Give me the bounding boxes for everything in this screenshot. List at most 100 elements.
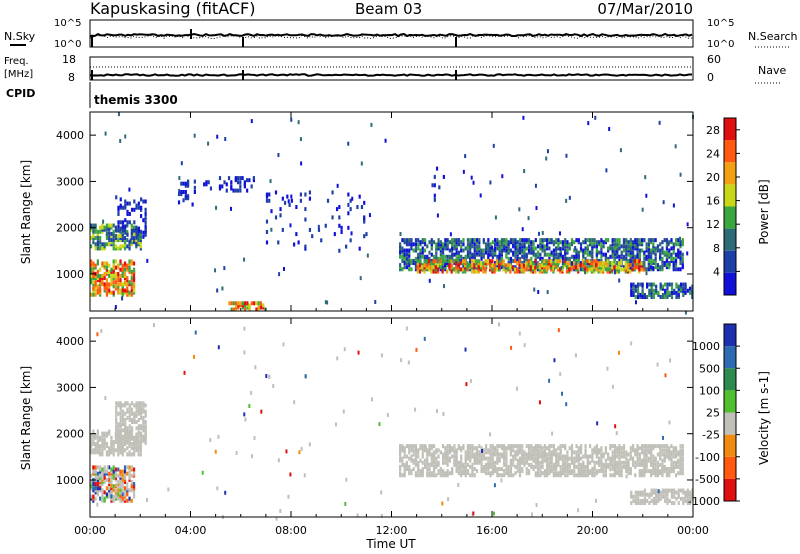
velocity-cell: [99, 496, 102, 501]
velocity-cell: [464, 473, 467, 478]
velocity-cell: [618, 460, 621, 465]
power-cell: [135, 234, 138, 239]
power-cell: [250, 184, 253, 189]
power-cell: [555, 252, 558, 257]
velocity-cell: [661, 452, 664, 457]
power-cell: [552, 240, 556, 245]
power-cell: [550, 263, 553, 268]
velocity-cell: [144, 420, 147, 425]
power-cell: [446, 263, 449, 268]
power-cell: [679, 244, 682, 249]
power-cell: [615, 267, 618, 272]
velocity-cell: [110, 486, 113, 491]
power-cell: [550, 259, 553, 264]
power-cell: [471, 254, 474, 259]
power-cell: [495, 259, 498, 264]
power-cell: [584, 240, 587, 245]
power-cell: [94, 242, 97, 247]
velocity-cell: [661, 467, 664, 472]
velocity-cell: [631, 458, 635, 463]
velocity-cell: [602, 469, 605, 474]
power-cell: [525, 246, 528, 251]
power-cell: [130, 223, 133, 228]
power-cell: [349, 207, 352, 212]
power-cell: [518, 259, 521, 264]
power-cell: [652, 238, 655, 243]
power-cell: [595, 259, 598, 264]
power-cell: [281, 227, 284, 232]
velocity-cell: [472, 511, 475, 516]
power-cell: [634, 238, 637, 243]
power-cell: [104, 131, 107, 136]
freq-label: Freq.: [4, 56, 29, 67]
velocity-cell: [570, 458, 574, 463]
velocity-cell: [582, 462, 585, 467]
velocity-cell: [645, 452, 648, 457]
velocity-colorbar-segment: [724, 390, 736, 413]
velocity-cell: [552, 452, 556, 457]
velocity-cell: [541, 471, 544, 476]
velocity-cell: [645, 448, 648, 453]
velocity-cell: [244, 417, 247, 422]
nsky-series: [89, 32, 693, 38]
power-cell: [99, 244, 102, 249]
power-cell: [546, 149, 549, 154]
power-cell: [437, 256, 440, 261]
velocity-cell: [609, 467, 612, 472]
velocity-cell: [121, 442, 124, 447]
power-cell: [221, 286, 224, 291]
velocity-cell: [634, 448, 637, 453]
velocity-cell: [618, 469, 621, 474]
velocity-cell: [588, 444, 592, 449]
velocity-cell: [650, 488, 653, 493]
velocity-cell: [588, 460, 592, 465]
power-cell: [117, 207, 120, 212]
velocity-cell: [432, 460, 436, 465]
velocity-cell: [119, 407, 122, 412]
power-cell: [670, 252, 673, 257]
power-cell: [507, 263, 510, 268]
velocity-cell: [690, 494, 693, 499]
velocity-cell: [638, 446, 641, 451]
power-cell: [419, 240, 422, 245]
power-cell: [645, 256, 648, 261]
power-cell: [132, 290, 136, 295]
velocity-cell: [586, 456, 589, 461]
power-cell: [117, 284, 120, 289]
velocity-cell: [110, 450, 113, 455]
power-cell: [230, 184, 233, 189]
power-cell: [121, 267, 124, 272]
power-cell: [539, 244, 542, 249]
velocity-cell: [117, 484, 120, 489]
velocity-cell: [611, 462, 614, 467]
velocity-cell: [591, 452, 594, 457]
velocity-cell: [130, 431, 133, 436]
power-cell: [462, 238, 465, 243]
power-cell: [518, 263, 521, 268]
velocity-cell: [279, 508, 282, 513]
power-cell: [450, 265, 453, 270]
velocity-cell: [96, 477, 99, 482]
power-cell: [243, 180, 246, 185]
power-cell: [599, 263, 602, 268]
velocity-cell: [682, 490, 685, 495]
power-cell: [500, 242, 503, 247]
power-cell: [112, 233, 115, 238]
power-cell: [611, 252, 614, 257]
power-cell: [559, 250, 562, 255]
power-cell: [634, 244, 637, 249]
velocity-cell: [137, 446, 140, 451]
power-cell: [218, 186, 222, 191]
velocity-cell: [423, 464, 427, 469]
power-cell: [487, 242, 490, 247]
power-cell: [645, 267, 648, 272]
power-cell: [462, 169, 465, 174]
velocity-cell: [670, 469, 673, 474]
power-cell: [112, 284, 115, 289]
velocity-cell: [536, 444, 540, 449]
power-colorbar-frame: [723, 117, 737, 296]
velocity-cell: [130, 436, 134, 441]
power-cell: [559, 252, 562, 257]
velocity-cell: [507, 469, 510, 474]
power-cell: [94, 263, 97, 268]
